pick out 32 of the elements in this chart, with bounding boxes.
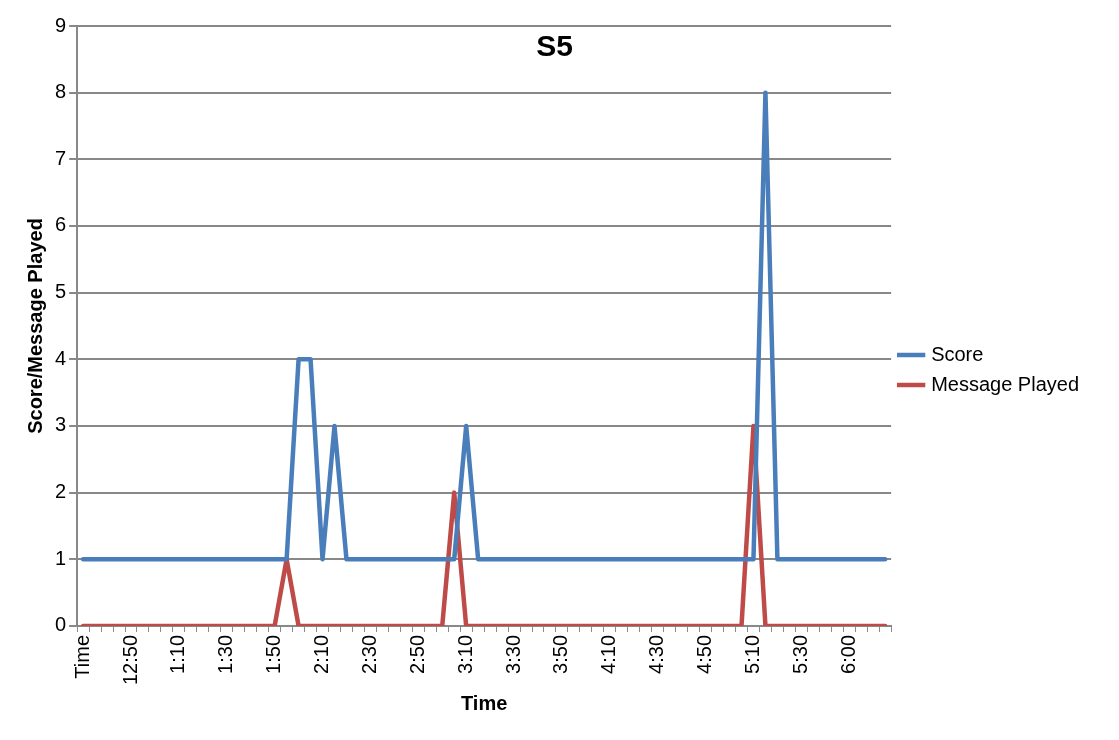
x-tick-label: 1:10	[166, 634, 189, 674]
x-tick-label: 5:10	[740, 634, 763, 674]
legend-label: Message Played	[931, 372, 1080, 395]
x-tick-label: 4:30	[645, 634, 668, 674]
x-tick-label: 1:50	[262, 634, 285, 674]
x-tick-label: 6:00	[836, 634, 859, 674]
y-axis-title: Score/Message Played	[23, 218, 46, 434]
y-tick-label: 3	[55, 413, 67, 436]
legend-label: Score	[931, 342, 984, 365]
x-tick-label: 4:10	[597, 634, 620, 674]
x-tick-label: 2:30	[357, 634, 380, 674]
x-tick-label: 12:50	[118, 634, 141, 686]
x-tick-label: 1:30	[214, 634, 237, 674]
x-tick-label: 4:50	[693, 634, 716, 674]
x-tick-label: 5:30	[788, 634, 811, 674]
y-tick-label: 5	[55, 280, 67, 303]
x-tick-label: 3:50	[549, 634, 572, 674]
x-tick-label: 2:50	[405, 634, 428, 674]
y-tick-label: 0	[55, 613, 67, 636]
x-tick-label: 3:10	[453, 634, 476, 674]
y-tick-label: 8	[55, 80, 67, 103]
x-tick-label: Time	[70, 634, 93, 679]
x-tick-label: 2:10	[310, 634, 333, 674]
y-tick-label: 1	[55, 546, 67, 569]
chart-title: S5	[536, 29, 573, 63]
y-tick-label: 9	[55, 13, 67, 36]
y-tick-label: 2	[55, 480, 67, 503]
x-tick-label: 3:30	[501, 634, 524, 674]
y-tick-label: 7	[55, 146, 67, 169]
y-tick-label: 4	[55, 346, 67, 369]
y-tick-label: 6	[55, 213, 67, 236]
x-axis-title: Time	[460, 691, 508, 714]
